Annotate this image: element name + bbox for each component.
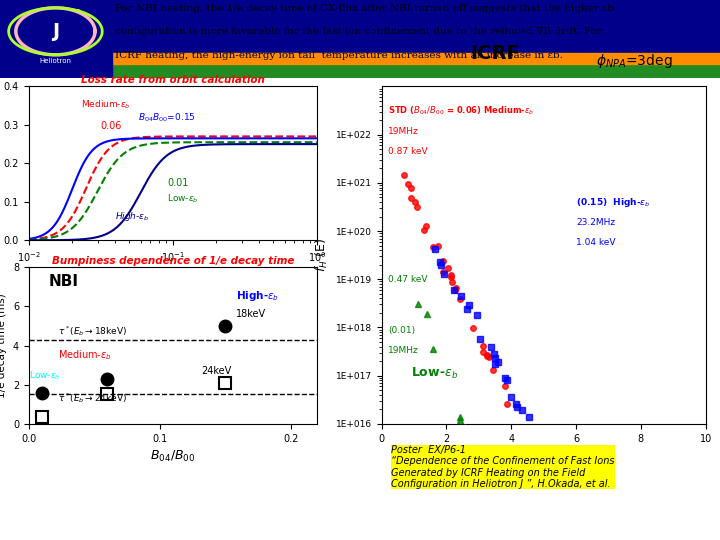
$B_{04}B_{00}$=0.15 xyxy=(195,135,204,141)
$B_{04}B_{00}$=0.15 xyxy=(286,135,294,141)
Text: 23.2MHz: 23.2MHz xyxy=(576,218,615,227)
Bar xyxy=(0,0,112,78)
Text: 1.04 keV: 1.04 keV xyxy=(576,238,616,247)
High-$\varepsilon_b$ xyxy=(201,141,210,148)
Medium-$\varepsilon_b$ 0.06 xyxy=(201,133,210,140)
X-axis label: $B_{04}/B_{00}$: $B_{04}/B_{00}$ xyxy=(150,449,196,464)
Text: Poster  EX/P6-1
“Dependence of the Confinement of Fast Ions
Generated by ICRF He: Poster EX/P6-1 “Dependence of the Confin… xyxy=(392,444,615,489)
$B_{04}B_{00}$=0.15 xyxy=(25,235,34,242)
Text: $B_{04}B_{00}$=0.15: $B_{04}B_{00}$=0.15 xyxy=(138,111,196,124)
Medium-$\varepsilon_b$ 0.06 xyxy=(312,133,321,140)
Line: $B_{04}B_{00}$=0.15: $B_{04}B_{00}$=0.15 xyxy=(29,138,317,239)
Medium-$\varepsilon_b$ 0.06 xyxy=(196,133,204,140)
X-axis label: time (ms): time (ms) xyxy=(145,269,200,279)
Text: (0.01): (0.01) xyxy=(388,326,415,335)
Low-$\varepsilon_b$ 0.01 xyxy=(201,139,210,145)
Text: 19MHz: 19MHz xyxy=(388,346,419,355)
Text: 0.06: 0.06 xyxy=(101,122,122,132)
Text: ICRF: ICRF xyxy=(470,44,520,63)
Y-axis label: 1/e decay time (ms): 1/e decay time (ms) xyxy=(0,293,7,398)
X-axis label: E (keV): E (keV) xyxy=(521,449,566,462)
Low-$\varepsilon_b$ 0.01 xyxy=(267,139,276,145)
Text: Low-$\varepsilon_b$: Low-$\varepsilon_b$ xyxy=(167,193,199,205)
Y-axis label: $f_H$ (E): $f_H$ (E) xyxy=(314,238,330,272)
Text: 0.87 keV: 0.87 keV xyxy=(388,147,428,156)
Line: High-$\varepsilon_b$: High-$\varepsilon_b$ xyxy=(29,144,317,240)
Text: $\tau^*$($E_b$$\rightarrow$24keV): $\tau^*$($E_b$$\rightarrow$24keV) xyxy=(58,392,127,406)
Text: For NBI heating, the 1/e decay time of CX-flux after NBI turned off suggests tha: For NBI heating, the 1/e decay time of C… xyxy=(115,4,614,13)
Line: Low-$\varepsilon_b$ 0.01: Low-$\varepsilon_b$ 0.01 xyxy=(29,142,317,240)
Bar xyxy=(112,64,720,78)
Medium-$\varepsilon_b$ 0.06 xyxy=(25,237,34,243)
High-$\varepsilon_b$ xyxy=(286,141,294,147)
Text: Medium-$\varepsilon_b$: Medium-$\varepsilon_b$ xyxy=(81,99,130,111)
Medium-$\varepsilon_b$ 0.06 xyxy=(24,237,33,243)
Text: ICRF heating, the high-energy ion tail  temperature increases with an increase i: ICRF heating, the high-energy ion tail t… xyxy=(115,51,563,60)
Text: Medium-$\varepsilon_b$: Medium-$\varepsilon_b$ xyxy=(58,348,111,362)
Text: 0.47 keV: 0.47 keV xyxy=(388,275,428,284)
High-$\varepsilon_b$ xyxy=(195,142,204,149)
High-$\varepsilon_b$ xyxy=(312,141,321,147)
Text: (0.15)  High-$\varepsilon_b$: (0.15) High-$\varepsilon_b$ xyxy=(576,195,650,208)
Text: 24keV: 24keV xyxy=(202,366,232,376)
Medium-$\varepsilon_b$ 0.06 xyxy=(195,133,204,140)
Low-$\varepsilon_b$ 0.01 xyxy=(195,139,204,145)
Text: $\phi_{NPA}$=3deg: $\phi_{NPA}$=3deg xyxy=(596,51,672,70)
Text: Low-$\varepsilon_b$: Low-$\varepsilon_b$ xyxy=(411,366,458,381)
Text: Bumpiness dependence of 1/e decay time: Bumpiness dependence of 1/e decay time xyxy=(52,256,294,266)
High-$\varepsilon_b$ xyxy=(25,237,34,244)
Text: 0.01: 0.01 xyxy=(167,178,189,188)
$B_{04}B_{00}$=0.15 xyxy=(24,235,33,242)
Medium-$\varepsilon_b$ 0.06 xyxy=(286,133,294,140)
Text: 18keV: 18keV xyxy=(236,309,266,320)
Text: Low-$\varepsilon_b$: Low-$\varepsilon_b$ xyxy=(29,369,60,382)
Text: Heliotron: Heliotron xyxy=(40,58,71,64)
Line: Medium-$\varepsilon_b$ 0.06: Medium-$\varepsilon_b$ 0.06 xyxy=(29,137,317,240)
High-$\varepsilon_b$ xyxy=(24,237,33,244)
Text: 19MHz: 19MHz xyxy=(388,127,419,136)
Text: configuration is more favorable for the fast ion confinement due to the reduced : configuration is more favorable for the … xyxy=(115,28,602,36)
$B_{04}B_{00}$=0.15 xyxy=(201,135,210,141)
Medium-$\varepsilon_b$ 0.06 xyxy=(267,133,276,140)
Low-$\varepsilon_b$ 0.01 xyxy=(312,139,321,145)
$B_{04}B_{00}$=0.15 xyxy=(196,135,204,141)
Low-$\varepsilon_b$ 0.01 xyxy=(25,237,34,243)
$B_{04}B_{00}$=0.15 xyxy=(267,135,276,141)
Low-$\varepsilon_b$ 0.01 xyxy=(286,139,294,145)
Text: $\tau^*$($E_b$$\rightarrow$18keV): $\tau^*$($E_b$$\rightarrow$18keV) xyxy=(58,324,127,338)
Text: Loss rate from orbit calculation: Loss rate from orbit calculation xyxy=(81,75,265,85)
High-$\varepsilon_b$ xyxy=(196,142,204,149)
Low-$\varepsilon_b$ 0.01 xyxy=(196,139,204,145)
Bar xyxy=(112,53,720,64)
Text: NBI: NBI xyxy=(49,274,79,289)
Text: J: J xyxy=(52,22,59,41)
Text: High-$\varepsilon_b$: High-$\varepsilon_b$ xyxy=(115,210,150,223)
Text: STD ($B_{04}/B_{00}$ = 0.06) Medium-$\varepsilon_b$: STD ($B_{04}/B_{00}$ = 0.06) Medium-$\va… xyxy=(388,104,534,117)
$B_{04}B_{00}$=0.15 xyxy=(312,135,321,141)
Low-$\varepsilon_b$ 0.01 xyxy=(24,237,33,243)
Text: High-$\varepsilon_b$: High-$\varepsilon_b$ xyxy=(236,288,279,302)
High-$\varepsilon_b$ xyxy=(267,141,276,147)
